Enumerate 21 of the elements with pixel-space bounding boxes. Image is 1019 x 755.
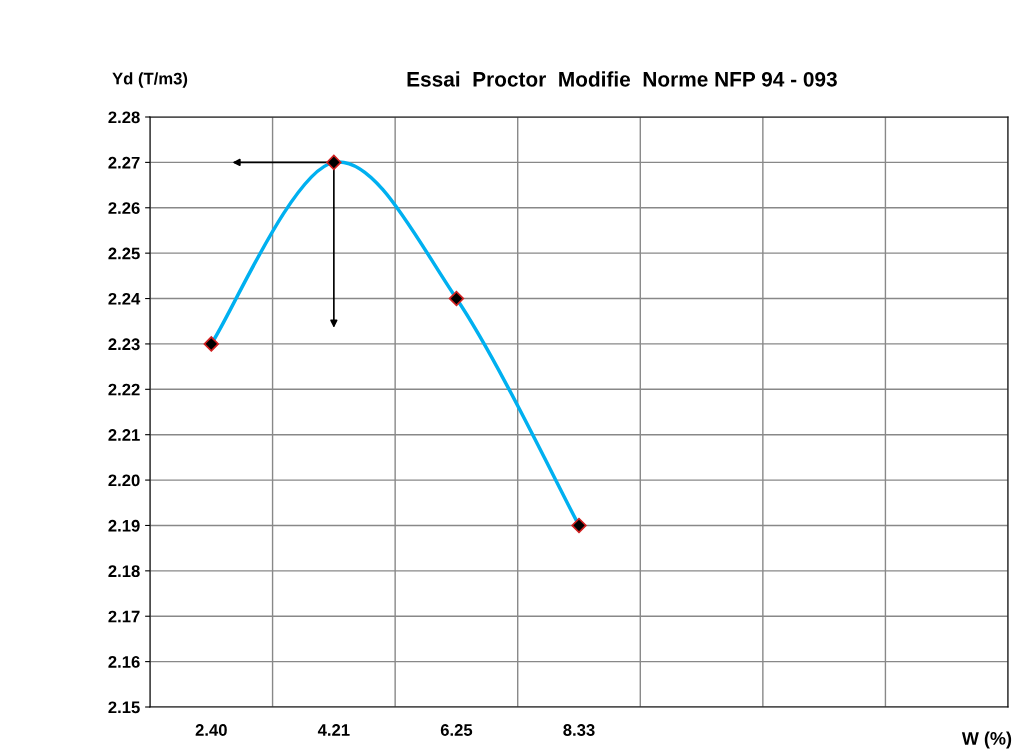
y-tick-label: 2.28 bbox=[108, 111, 140, 124]
y-tick-label: 2.25 bbox=[108, 247, 140, 260]
x-tick-label: 6.25 bbox=[440, 724, 473, 736]
y-tick-label: 2.22 bbox=[108, 383, 140, 396]
y-tick-label: 2.15 bbox=[108, 701, 140, 714]
chart-title: Essai Proctor Modifie Norme NFP 94 - 093 bbox=[407, 71, 837, 87]
y-tick-label: 2.24 bbox=[108, 292, 141, 305]
y-tick-label: 2.19 bbox=[108, 519, 140, 532]
x-tick-label: 4.21 bbox=[317, 724, 350, 736]
x-tick-label: 8.33 bbox=[563, 724, 595, 736]
y-tick-label: 2.17 bbox=[108, 610, 140, 623]
y-tick-label: 2.27 bbox=[108, 156, 140, 169]
x-tick-label: 2.40 bbox=[195, 724, 227, 736]
y-axis-title: Yd (T/m3) bbox=[112, 72, 188, 88]
y-tick-label: 2.21 bbox=[108, 429, 140, 441]
y-tick-label: 2.20 bbox=[108, 474, 140, 487]
y-tick-label: 2.18 bbox=[108, 565, 140, 578]
y-tick-label: 2.26 bbox=[108, 202, 140, 214]
y-tick-label: 2.16 bbox=[108, 656, 140, 668]
y-tick-label: 2.23 bbox=[108, 338, 140, 351]
x-axis-title: W (%) bbox=[961, 731, 1012, 749]
